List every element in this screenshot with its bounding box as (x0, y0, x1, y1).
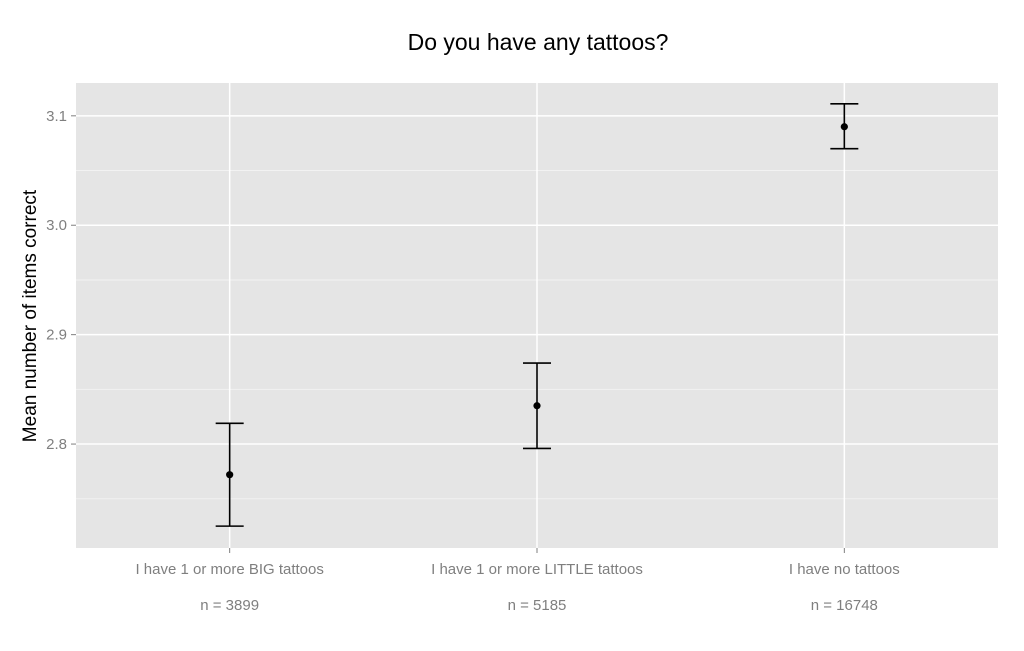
y-axis-label: Mean number of items correct (20, 189, 41, 442)
y-tick-label: 3.0 (46, 217, 67, 234)
mean-point (226, 471, 234, 479)
error-bar (830, 102, 859, 150)
error-bar (215, 422, 244, 527)
mean-point (533, 402, 541, 410)
mean-point (840, 123, 848, 131)
sample-size-label: n = 5185 (508, 597, 567, 614)
y-tick-label: 2.9 (46, 327, 67, 344)
y-axis: 2.8 2.9 3.0 3.1 (46, 108, 76, 453)
x-tick-label: I have 1 or more LITTLE tattoos (431, 561, 643, 578)
y-tick-label: 2.8 (46, 436, 67, 453)
x-axis: I have 1 or more BIG tattoos n = 3899 I ha… (135, 548, 900, 614)
error-bars (215, 102, 859, 527)
y-tick-label: 3.1 (46, 108, 67, 125)
chart-title: Do you have any tattoos? (408, 29, 669, 55)
x-tick-label: I have 1 or more BIG tattoos (135, 561, 323, 578)
error-bar (523, 362, 551, 450)
x-tick-label: I have no tattoos (789, 561, 900, 578)
sample-size-label: n = 3899 (200, 597, 259, 614)
sample-size-label: n = 16748 (811, 597, 878, 614)
